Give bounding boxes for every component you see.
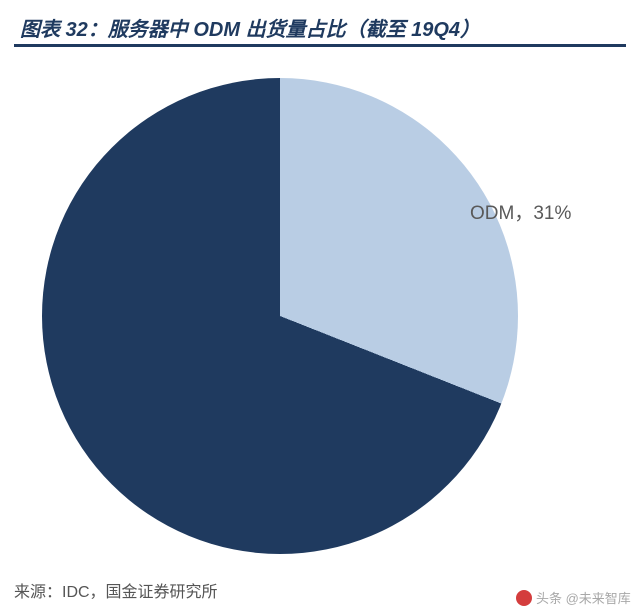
chart-title: 图表 32：服务器中 ODM 出货量占比（截至 19Q4） bbox=[14, 10, 626, 44]
source-citation: 来源：IDC，国金证券研究所 bbox=[14, 578, 218, 602]
pie-chart bbox=[42, 78, 518, 554]
title-underline bbox=[14, 44, 626, 47]
watermark: 头条 @未来智库 bbox=[516, 588, 631, 607]
watermark-text: 头条 @未来智库 bbox=[536, 588, 631, 607]
watermark-logo-icon bbox=[516, 590, 532, 606]
pie-slice-label-odm: ODM，31% bbox=[470, 198, 571, 225]
